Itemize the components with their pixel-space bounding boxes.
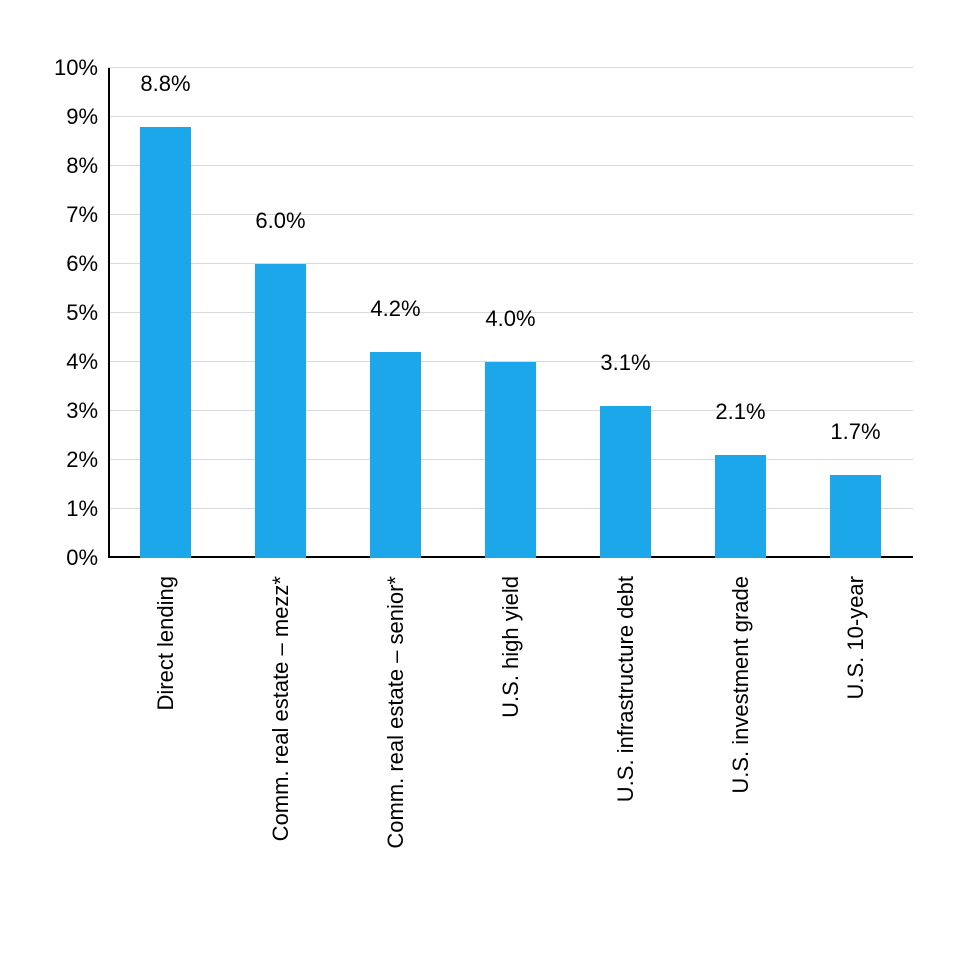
x-tick-label: U.S. 10-year xyxy=(843,558,869,886)
bar-value-label: 4.0% xyxy=(485,306,535,332)
y-tick-label: 5% xyxy=(66,300,108,326)
plot-area: 0%1%2%3%4%5%6%7%8%9%10%8.8%Direct lendin… xyxy=(108,68,913,558)
bar-chart: 0% 1% 2% 3% 4% 5% 6% 7% 8% 9% 10% 8.8% Direct lendin… xyxy=(0,0,960,960)
x-tick-label: U.S. investment grade xyxy=(728,558,754,886)
bar-value-label: 4.2% xyxy=(370,296,420,322)
gridline xyxy=(108,263,913,264)
y-tick-label: 7% xyxy=(66,202,108,228)
y-axis xyxy=(108,68,110,558)
y-tick-label: 0% xyxy=(66,545,108,571)
x-tick-label: Direct lending xyxy=(153,558,179,886)
x-tick-label: U.S. high yield xyxy=(498,558,524,886)
y-tick-label: 9% xyxy=(66,104,108,130)
gridline xyxy=(108,214,913,215)
y-tick-label: 1% xyxy=(66,496,108,522)
bar xyxy=(485,362,537,558)
bar-value-label: 3.1% xyxy=(600,350,650,376)
y-tick-label: 4% xyxy=(66,349,108,375)
bar-value-label: 6.0% xyxy=(255,208,305,234)
bar xyxy=(600,406,652,558)
y-tick-label: 6% xyxy=(66,251,108,277)
gridline xyxy=(108,67,913,68)
bar-value-label: 2.1% xyxy=(715,399,765,425)
y-tick-label: 8% xyxy=(66,153,108,179)
bar xyxy=(140,127,192,558)
gridline xyxy=(108,165,913,166)
x-tick-label: U.S. infrastructure debt xyxy=(613,558,639,886)
gridline xyxy=(108,116,913,117)
bar-value-label: 1.7% xyxy=(830,419,880,445)
bar-value-label: 8.8% xyxy=(140,71,190,97)
bar xyxy=(715,455,767,558)
bar xyxy=(370,352,422,558)
bar xyxy=(830,475,882,558)
x-tick-label: Comm. real estate – mezz* xyxy=(268,558,294,886)
x-tick-label: Comm. real estate – senior* xyxy=(383,558,409,886)
y-tick-label: 3% xyxy=(66,398,108,424)
y-tick-label: 10% xyxy=(54,55,108,81)
y-tick-label: 2% xyxy=(66,447,108,473)
bar xyxy=(255,264,307,558)
